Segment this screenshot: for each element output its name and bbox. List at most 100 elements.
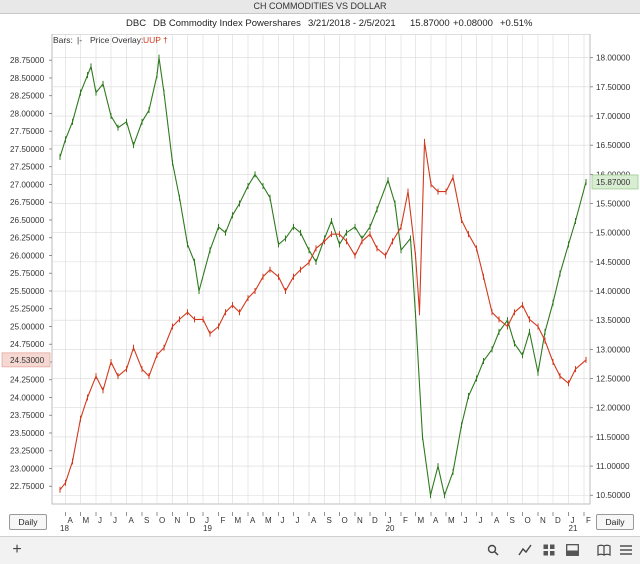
left-last-value-box [1,352,51,368]
x-axis-month-label: J [479,516,483,525]
add-icon[interactable]: + [12,541,22,558]
right-axis-label: 11.50000 [596,433,630,442]
left-axis-label: 23.50000 [10,429,45,438]
x-axis-year-label: 19 [203,524,212,532]
left-axis-label: 26.00000 [10,251,45,260]
right-axis-label: 15.00000 [596,229,631,238]
x-axis-year-label: 18 [60,524,69,532]
period-selector-left[interactable]: Daily [9,514,47,530]
chart-legend: Bars: |- Price Overlay: UUP † [53,35,168,45]
x-axis-year-label: 20 [386,524,395,532]
left-axis-label: 28.75000 [10,56,45,65]
right-axis-label: 16.50000 [596,141,631,150]
right-axis-label: 18.00000 [596,54,631,63]
left-axis-label: 26.50000 [10,216,45,225]
x-axis-month-label: F [586,516,591,525]
left-axis-label: 26.75000 [10,198,45,207]
x-axis-month-label: S [327,516,332,525]
x-axis-month-label: J [98,516,102,525]
x-axis-month-label: J [296,516,300,525]
left-axis: 22.75000 23.00000 23.25000 23.50000 23.75000… [1,56,52,491]
right-axis-label: 13.50000 [596,316,631,325]
x-axis-month-label: O [159,516,165,525]
x-axis-month-label: S [510,516,515,525]
last-price: 15.87000 [410,18,450,29]
x-axis-month-label: J [388,516,392,525]
x-axis-month-label: J [281,516,285,525]
x-axis-month-label: M [235,516,242,525]
x-axis-month-label: N [175,516,181,525]
x-axis-month-label: A [250,516,256,525]
left-axis-label: 26.25000 [10,234,45,243]
period-selector-right[interactable]: Daily [596,514,634,530]
grid-view-icon[interactable] [540,542,558,558]
left-axis-label: 25.25000 [10,305,45,314]
line-chart-icon[interactable] [516,542,534,558]
x-axis-month-label: A [494,516,500,525]
plot-border [51,33,591,505]
book-icon[interactable] [595,542,613,558]
right-axis-label: 12.00000 [596,404,631,413]
left-axis-label: 28.25000 [10,92,45,101]
bottom-toolbar: + [0,536,640,564]
x-axis-month-label: J [113,516,117,525]
panel-layout-icon[interactable] [563,542,581,558]
x-axis-month-label: J [205,516,209,525]
overlay-label: Price Overlay: [90,35,143,45]
left-axis-label: 24.00000 [10,393,45,402]
x-axis-month-label: M [418,516,425,525]
bars-glyph: |- [77,35,82,45]
x-axis-month-label: A [68,516,74,525]
left-axis-label: 23.25000 [10,447,45,456]
x-axis-month-label: D [372,516,378,525]
right-axis-label: 14.50000 [596,258,631,267]
right-axis-label: 17.50000 [596,83,631,92]
right-axis-label: 17.00000 [596,112,631,121]
bars-label: Bars: [53,35,73,45]
x-axis-year-label: 21 [569,524,578,532]
symbol-label: DBC [126,18,147,29]
x-axis-month-label: A [311,516,317,525]
x-axis-month-label: J [571,516,575,525]
right-last-value-box [591,174,639,190]
chart-area[interactable]: Bars: |- Price Overlay: UUP † 22.75000 23… [0,33,640,512]
right-axis-label: 10.50000 [596,491,631,500]
left-axis-label: 28.00000 [10,109,45,118]
instrument-name: DB Commodity Index Powershares [153,18,301,29]
x-axis-month-label: F [221,516,226,525]
series-line-uup [59,141,587,491]
left-axis-label: 25.00000 [10,322,45,331]
x-axis-month-label: J [464,516,468,525]
menu-icon[interactable] [617,542,635,558]
x-axis-month-label: S [144,516,149,525]
right-axis-label: 13.00000 [596,345,631,354]
right-axis-label: 11.00000 [596,462,630,471]
price-change: +0.08000 [453,18,493,29]
left-axis-label: 27.25000 [10,163,45,172]
left-axis-label: 23.00000 [10,464,45,473]
right-axis-label: 14.00000 [596,287,631,296]
x-axis-month-label: O [342,516,348,525]
right-axis-label: 15.50000 [596,200,631,209]
x-axis-month-label: M [265,516,272,525]
percent-change: +0.51% [500,18,533,29]
time-axis-svg: A M J J A S O N D J F M A M J J A S O N D J F M A M J J A S O N D J F18 19 2… [60,512,591,533]
x-axis-month-label: A [129,516,135,525]
left-axis-label: 27.00000 [10,180,45,189]
left-axis-label: 25.75000 [10,269,45,278]
search-icon[interactable] [484,542,502,558]
window-title: CH COMMODITIES VS DOLLAR [0,0,640,14]
price-chart[interactable]: Bars: |- Price Overlay: UUP † 22.75000 23… [0,33,640,512]
left-axis-label: 27.50000 [10,145,45,154]
series-layer [59,54,587,499]
left-axis-label: 24.75000 [10,340,45,349]
left-last-value-label: 24.53000 [10,356,45,365]
x-axis-month-label: D [190,516,196,525]
x-axis-month-label: N [540,516,546,525]
grid-lines [51,33,591,505]
chart-header: DBC DB Commodity Index Powershares 3/21/… [0,14,640,34]
time-axis[interactable]: A M J J A S O N D J F M A M J J A S O N D J F M A M J J A S O N D J F 18 19 2… [0,512,640,533]
left-axis-label: 22.75000 [10,482,45,491]
x-axis-month-label: M [83,516,90,525]
x-axis-month-label: O [525,516,531,525]
